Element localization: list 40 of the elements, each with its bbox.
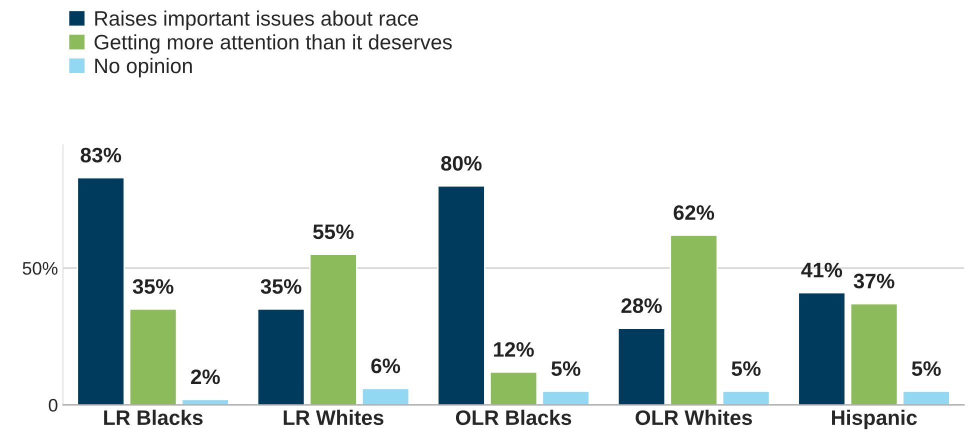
bar: [489, 371, 538, 405]
data-label: 62%: [674, 205, 714, 220]
bar: [361, 388, 410, 405]
bar: [722, 390, 770, 405]
data-label: 41%: [801, 262, 842, 278]
bar: [798, 292, 846, 405]
bar: [670, 234, 718, 405]
x-tick-label: LR Whites: [284, 410, 384, 426]
legend-label: Raises important issues about race: [95, 10, 418, 30]
y-tick-label: 0: [48, 398, 58, 412]
legend-label: No opinion: [95, 58, 192, 78]
data-label: 83%: [80, 148, 122, 163]
data-label: 35%: [132, 279, 174, 294]
x-tick-label: OLR Blacks: [456, 410, 572, 426]
data-label: 5%: [912, 361, 941, 376]
data-label: 5%: [551, 361, 580, 376]
data-label: 28%: [621, 298, 662, 314]
bar: [437, 185, 486, 405]
data-label: 2%: [191, 369, 220, 384]
x-tick-label: OLR Whites: [636, 410, 752, 426]
bar: [902, 390, 950, 405]
data-label: 37%: [854, 274, 894, 288]
data-label: 55%: [313, 224, 354, 240]
x-tick-label: LR Blacks: [104, 410, 203, 426]
bar: [128, 308, 178, 405]
bar: [181, 398, 230, 405]
bar: [542, 390, 590, 405]
bar: [76, 177, 125, 405]
y-tick-label: 50%: [22, 262, 58, 275]
data-label: 5%: [732, 361, 761, 376]
bar: [256, 308, 306, 405]
bar: [850, 302, 898, 405]
bar: [309, 254, 358, 405]
x-tick-label: Hispanic: [832, 410, 917, 430]
bar: [617, 328, 666, 405]
data-label: 6%: [371, 358, 400, 374]
data-label: 80%: [441, 156, 482, 171]
legend-label: Getting more attention than it deserves: [94, 34, 452, 54]
data-label: 12%: [494, 342, 534, 357]
data-label: 35%: [260, 279, 302, 294]
